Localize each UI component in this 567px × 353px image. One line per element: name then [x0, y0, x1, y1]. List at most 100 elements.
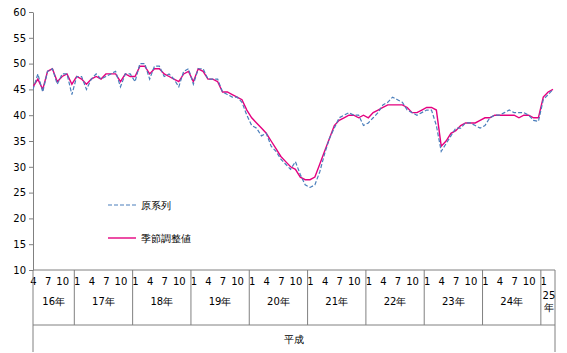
x-group-label: 17年 [92, 296, 115, 307]
y-tick: 40 [13, 110, 33, 121]
x-tick-label: 7 [511, 276, 517, 287]
y-tick: 50 [13, 58, 33, 69]
y-tick-label: 20 [13, 213, 26, 224]
x-tick: 4 [205, 270, 211, 287]
x-tick: 7 [395, 270, 401, 287]
y-axis: 10 15 20 25 30 35 40 45 50 55 60 [13, 7, 33, 276]
x-tick-label: 4 [322, 276, 328, 287]
x-tick: 1 [74, 270, 80, 287]
x-tick-label: 1 [132, 276, 138, 287]
x-tick-label: 7 [395, 276, 401, 287]
y-tick-mark [29, 270, 33, 271]
y-tick-mark [29, 218, 33, 219]
x-tick: 7 [453, 270, 459, 287]
y-tick-label: 40 [13, 110, 26, 121]
x-tick: 7 [278, 270, 284, 287]
x-tick-label: 10 [231, 276, 244, 287]
x-tick: 1 [132, 270, 138, 287]
y-tick-label: 45 [13, 84, 26, 95]
x-tick-label: 10 [173, 276, 186, 287]
y-tick-mark [29, 115, 33, 116]
x-group-label: 18年 [150, 296, 173, 307]
x-tick: 10 [231, 270, 244, 287]
x-tick-label: 1 [307, 276, 313, 287]
x-group-label: 25年 [543, 290, 556, 313]
x-tick-label: 4 [380, 276, 386, 287]
x-group-label: 16年 [42, 296, 65, 307]
x-tick: 10 [290, 270, 303, 287]
chart-container: 1015202530354045505560471014710147101471… [0, 0, 567, 353]
legend-swatch [108, 204, 136, 205]
group-border [33, 325, 555, 326]
x-tick-label: 10 [523, 276, 536, 287]
x-tick: 1 [541, 270, 547, 287]
x-tick: 1 [191, 270, 197, 287]
x-tick: 7 [511, 270, 517, 287]
x-groups: 16年17年18年19年20年21年22年23年24年25年 [33, 270, 555, 352]
y-tick: 35 [13, 136, 33, 147]
y-tick-mark [29, 89, 33, 90]
x-axis-line [33, 270, 555, 271]
group-separator [307, 270, 308, 325]
y-tick: 10 [13, 265, 33, 276]
group-separator [482, 270, 483, 325]
x-tick-label: 7 [220, 276, 226, 287]
y-tick: 15 [13, 239, 33, 250]
x-tick-label: 7 [45, 276, 51, 287]
x-tick: 10 [523, 270, 536, 287]
y-tick: 30 [13, 162, 33, 173]
group-border [33, 270, 34, 352]
x-axis: 4710147101471014710147101471014710147101… [30, 270, 555, 287]
x-tick: 4 [322, 270, 328, 287]
y-tick: 55 [13, 33, 33, 44]
y-tick-label: 25 [13, 187, 26, 198]
x-group-label: 24年 [500, 296, 523, 307]
y-tick: 45 [13, 84, 33, 95]
legend-label: 季節調整値 [141, 233, 191, 244]
legend-label: 原系列 [141, 200, 171, 211]
group-separator [132, 270, 133, 325]
x-tick-label: 7 [453, 276, 459, 287]
x-tick: 10 [406, 270, 419, 287]
x-tick: 4 [439, 270, 445, 287]
y-tick-mark [29, 193, 33, 194]
x-tick-label: 4 [497, 276, 503, 287]
x-tick: 4 [380, 270, 386, 287]
y-tick-label: 60 [13, 7, 26, 18]
x-tick: 4 [497, 270, 503, 287]
x-tick-label: 7 [336, 276, 342, 287]
x-tick-label: 1 [366, 276, 372, 287]
y-tick-mark [29, 64, 33, 65]
y-tick-mark [29, 38, 33, 39]
x-tick: 1 [424, 270, 430, 287]
x-tick: 1 [307, 270, 313, 287]
x-tick: 4 [147, 270, 153, 287]
y-tick-mark [29, 12, 33, 13]
group-separator [424, 270, 425, 325]
x-tick-label: 1 [74, 276, 80, 287]
group-border [555, 270, 556, 352]
x-tick-label: 1 [541, 276, 547, 287]
y-tick-mark [29, 167, 33, 168]
x-tick-label: 10 [406, 276, 419, 287]
x-tick-label: 1 [482, 276, 488, 287]
x-tick: 4 [89, 270, 95, 287]
y-tick-label: 30 [13, 162, 26, 173]
x-tick: 1 [249, 270, 255, 287]
x-tick-label: 4 [264, 276, 270, 287]
y-tick: 25 [13, 187, 33, 198]
x-tick-label: 7 [103, 276, 109, 287]
y-tick-label: 15 [13, 239, 26, 250]
y-tick: 60 [13, 7, 33, 18]
y-tick-label: 10 [13, 265, 26, 276]
x-tick-label: 1 [191, 276, 197, 287]
chart-svg: 1015202530354045505560471014710147101471… [0, 0, 567, 353]
x-tick-label: 10 [465, 276, 478, 287]
series-line [33, 66, 553, 180]
group-separator [249, 270, 250, 325]
plot-area [33, 64, 553, 188]
x-tick: 1 [482, 270, 488, 287]
x-tick: 4 [264, 270, 270, 287]
x-tick: 10 [173, 270, 186, 287]
y-tick-label: 55 [13, 33, 26, 44]
